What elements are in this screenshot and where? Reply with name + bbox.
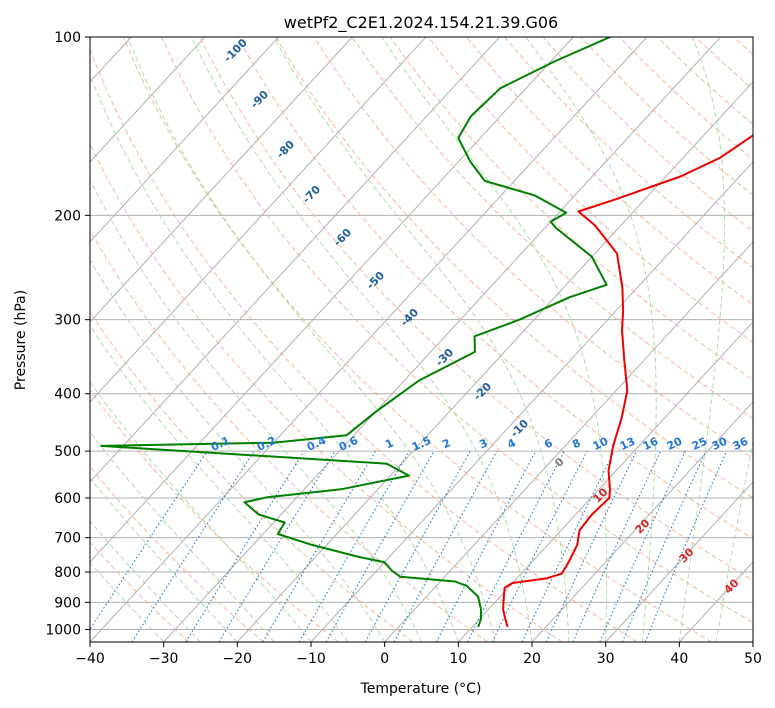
moist-adiabat-line (715, 439, 753, 642)
x-tick-label: −10 (296, 651, 326, 667)
mixing-ratio-line (393, 450, 498, 642)
isotherm-line (90, 37, 279, 243)
y-axis-title: Pressure (hPa) (13, 290, 29, 390)
mixing-ratio-label: 10 (591, 435, 611, 453)
dewpoint-profile-line (100, 37, 611, 628)
moist-adiabat-line (525, 37, 657, 642)
isotherm-line (90, 37, 500, 483)
temperature-profile-line (502, 134, 753, 628)
dry-adiabat-line (199, 37, 753, 581)
x-tick-label: 50 (744, 651, 762, 667)
moist-adiabat-line (90, 258, 386, 642)
moist-adiabat-line (90, 324, 349, 642)
y-tick-label: 500 (54, 444, 81, 460)
x-axis-title: Temperature (°C) (360, 681, 482, 697)
mixing-ratio-label: 20 (665, 435, 685, 453)
moist-adiabat-line (90, 431, 275, 642)
mixing-ratio-label: 25 (690, 435, 709, 453)
moist-adiabat-line (678, 37, 726, 642)
isotherm-line (605, 481, 753, 642)
mixing-ratio-line (467, 450, 565, 642)
isotherm-line (457, 321, 753, 642)
x-tick-label: 30 (597, 651, 615, 667)
x-tick-label: −20 (223, 651, 253, 667)
x-tick-label: −30 (149, 651, 179, 667)
moist-adiabat-line (127, 37, 496, 642)
moist-adiabat-line (381, 37, 608, 642)
isotherm-line (90, 37, 574, 563)
dry-adiabat-line (161, 37, 753, 624)
dry-adiabat-line (122, 37, 712, 642)
isotherm-line (163, 37, 721, 642)
moist-adiabat-line (191, 37, 533, 642)
mixing-ratio-line (644, 450, 728, 642)
isotherm-line (236, 81, 753, 642)
isotherm-line (531, 401, 753, 642)
dry-adiabat-line (466, 37, 753, 306)
series-layer (100, 37, 753, 628)
dry-adiabat-line (275, 37, 753, 499)
isotherm-line (90, 37, 206, 163)
isotherm-line (90, 37, 427, 403)
x-tick-label: 0 (380, 651, 389, 667)
mixing-ratio-line (491, 450, 588, 642)
x-tick-label: 40 (670, 651, 688, 667)
mixing-ratio-label: 13 (618, 435, 637, 453)
y-tick-label: 900 (54, 595, 81, 611)
y-tick-label: 600 (54, 491, 81, 507)
dry-adiabat-line (90, 310, 414, 642)
moist-adiabat-line (90, 520, 201, 642)
dry-adiabat-line (90, 143, 563, 642)
chart-title: wetPf2_C2E1.2024.154.21.39.G06 (284, 13, 558, 33)
mixing-ratio-label: 16 (641, 435, 661, 453)
mixing-ratio-line (131, 450, 255, 642)
y-tick-label: 400 (54, 387, 81, 403)
x-tick-label: 10 (449, 651, 467, 667)
y-tick-label: 700 (54, 531, 81, 547)
moist-adiabat-line (90, 477, 238, 642)
isotherm-line (384, 241, 753, 642)
dry-adiabat-line (351, 37, 753, 420)
mixing-ratio-line (218, 450, 336, 642)
y-tick-label: 300 (54, 313, 81, 329)
y-tick-label: 100 (54, 30, 81, 46)
isotherm-line (90, 37, 353, 323)
mixing-ratio-line (364, 450, 471, 642)
moist-adiabat-line (90, 561, 165, 642)
moist-adiabat-line (90, 178, 422, 642)
mixing-ratio-line (185, 450, 305, 642)
y-tick-label: 1000 (45, 622, 81, 638)
mixing-ratio-line (90, 450, 208, 631)
axis-layer: −40 −30 −20 −10 0 10 20 30 40 50 1000 900 800 700 600 5… (45, 30, 762, 667)
x-tick-label: 20 (523, 651, 541, 667)
dry-adiabat-line (90, 465, 264, 642)
mixing-ratio-label: 36 (731, 435, 751, 453)
plot-frame (89, 36, 754, 643)
x-tick-label: −40 (75, 651, 105, 667)
moist-adiabat-line (273, 37, 570, 642)
dry-adiabat-line (313, 37, 753, 459)
isotherm-line (310, 161, 753, 642)
dry-adiabat-line (237, 37, 753, 540)
mixing-ratio-line (599, 450, 686, 642)
y-tick-label: 200 (54, 208, 81, 224)
moist-adiabat-line (90, 73, 459, 642)
mixing-ratio-line (621, 450, 707, 642)
mixing-ratio-line (325, 450, 435, 642)
y-tick-label: 800 (54, 565, 81, 581)
mixing-ratio-label: 30 (710, 435, 730, 453)
dry-adiabat-line (90, 47, 638, 642)
